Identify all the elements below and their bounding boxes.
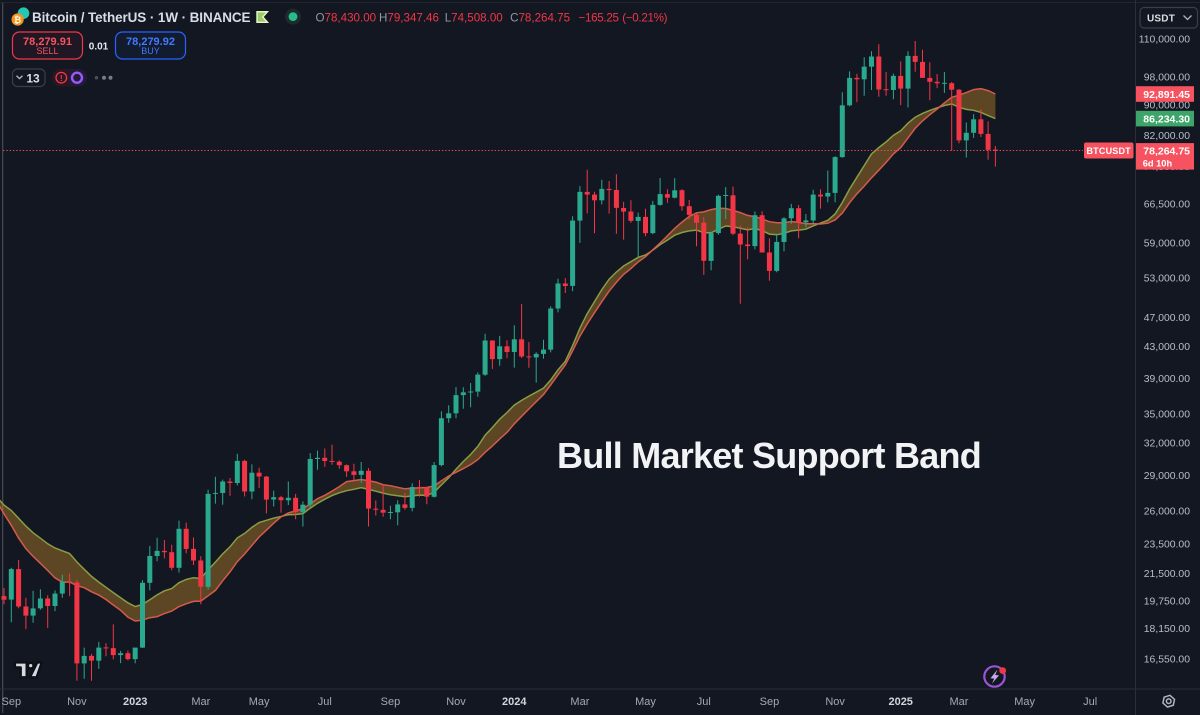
svg-text:Sep: Sep xyxy=(760,696,780,708)
svg-text:₿: ₿ xyxy=(14,15,21,25)
svg-text:Jul: Jul xyxy=(1083,696,1097,708)
svg-text:L74,508.00: L74,508.00 xyxy=(445,11,503,24)
svg-text:110,000.00: 110,000.00 xyxy=(1139,35,1190,46)
svg-text:!: ! xyxy=(60,73,63,83)
svg-text:Nov: Nov xyxy=(825,696,845,708)
svg-text:Sep: Sep xyxy=(381,696,401,708)
svg-text:USDT: USDT xyxy=(1147,13,1175,24)
svg-text:53,000.00: 53,000.00 xyxy=(1144,274,1190,285)
svg-text:Jul: Jul xyxy=(318,696,332,708)
svg-text:78,279.92: 78,279.92 xyxy=(126,36,175,48)
svg-text:16,550.00: 16,550.00 xyxy=(1144,654,1190,665)
svg-text:47,000.00: 47,000.00 xyxy=(1144,313,1190,324)
svg-text:Bull Market Support Band: Bull Market Support Band xyxy=(557,435,981,476)
svg-text:23,500.00: 23,500.00 xyxy=(1144,540,1190,551)
svg-text:26,000.00: 26,000.00 xyxy=(1144,507,1190,518)
svg-text:6d 10h: 6d 10h xyxy=(1143,158,1173,168)
svg-text:May: May xyxy=(1014,696,1035,708)
svg-text:98,000.00: 98,000.00 xyxy=(1144,73,1190,84)
svg-text:78,264.75: 78,264.75 xyxy=(1143,145,1190,157)
svg-text:Sep: Sep xyxy=(2,696,22,708)
svg-text:C78,264.75: C78,264.75 xyxy=(510,11,570,24)
svg-text:66,500.00: 66,500.00 xyxy=(1144,199,1190,210)
svg-text:2025: 2025 xyxy=(888,696,912,708)
svg-text:78,279.91: 78,279.91 xyxy=(23,36,72,48)
svg-text:−165.25 (−0.21%): −165.25 (−0.21%) xyxy=(579,11,668,24)
svg-text:Mar: Mar xyxy=(191,696,210,708)
svg-text:SELL: SELL xyxy=(36,46,58,56)
svg-text:13: 13 xyxy=(26,71,40,85)
svg-text:Nov: Nov xyxy=(67,696,87,708)
svg-text:18,150.00: 18,150.00 xyxy=(1144,624,1190,635)
svg-text:29,000.00: 29,000.00 xyxy=(1144,471,1190,482)
svg-text:32,000.00: 32,000.00 xyxy=(1144,439,1190,450)
svg-text:82,000.00: 82,000.00 xyxy=(1144,131,1190,142)
svg-text:BTCUSDT: BTCUSDT xyxy=(1086,146,1131,156)
svg-text:Jul: Jul xyxy=(697,696,711,708)
svg-text:2023: 2023 xyxy=(123,696,147,708)
svg-text:59,000.00: 59,000.00 xyxy=(1144,239,1190,250)
svg-text:Mar: Mar xyxy=(570,696,589,708)
svg-text:0.01: 0.01 xyxy=(89,42,109,53)
svg-text:92,891.45: 92,891.45 xyxy=(1143,89,1190,101)
svg-text:H79,347.46: H79,347.46 xyxy=(379,11,439,24)
svg-text:O78,430.00: O78,430.00 xyxy=(316,11,377,24)
svg-text:BUY: BUY xyxy=(141,46,160,56)
svg-text:90,000.00: 90,000.00 xyxy=(1144,100,1190,111)
svg-text:2024: 2024 xyxy=(502,696,527,708)
svg-text:35,000.00: 35,000.00 xyxy=(1144,409,1190,420)
svg-text:19,750.00: 19,750.00 xyxy=(1144,597,1190,608)
svg-text:Nov: Nov xyxy=(446,696,466,708)
svg-text:Bitcoin / TetherUS · 1W · BINA: Bitcoin / TetherUS · 1W · BINANCE xyxy=(32,10,251,25)
svg-text:39,000.00: 39,000.00 xyxy=(1144,374,1190,385)
svg-text:43,000.00: 43,000.00 xyxy=(1144,342,1190,353)
svg-text:May: May xyxy=(249,696,270,708)
svg-text:Mar: Mar xyxy=(950,696,969,708)
svg-text:May: May xyxy=(635,696,656,708)
svg-text:21,500.00: 21,500.00 xyxy=(1144,569,1190,580)
svg-text:86,234.30: 86,234.30 xyxy=(1143,114,1190,126)
